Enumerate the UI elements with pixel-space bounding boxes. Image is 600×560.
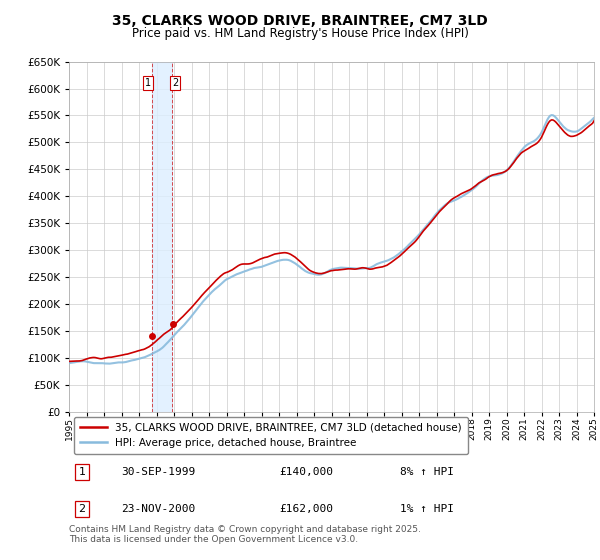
Text: 1% ↑ HPI: 1% ↑ HPI (400, 504, 454, 514)
Text: 30-SEP-1999: 30-SEP-1999 (121, 467, 196, 477)
Text: 2: 2 (79, 504, 86, 514)
Bar (152, 62, 172, 412)
Text: 23-NOV-2000: 23-NOV-2000 (121, 504, 196, 514)
Text: 2: 2 (172, 78, 179, 88)
Text: Price paid vs. HM Land Registry's House Price Index (HPI): Price paid vs. HM Land Registry's House … (131, 27, 469, 40)
Text: £140,000: £140,000 (279, 467, 333, 477)
Text: £162,000: £162,000 (279, 504, 333, 514)
Text: 8% ↑ HPI: 8% ↑ HPI (400, 467, 454, 477)
Text: 1: 1 (79, 467, 86, 477)
Text: Contains HM Land Registry data © Crown copyright and database right 2025.
This d: Contains HM Land Registry data © Crown c… (69, 525, 421, 544)
Text: 35, CLARKS WOOD DRIVE, BRAINTREE, CM7 3LD: 35, CLARKS WOOD DRIVE, BRAINTREE, CM7 3L… (112, 14, 488, 28)
Text: 1: 1 (145, 78, 151, 88)
Legend: 35, CLARKS WOOD DRIVE, BRAINTREE, CM7 3LD (detached house), HPI: Average price, : 35, CLARKS WOOD DRIVE, BRAINTREE, CM7 3L… (74, 417, 468, 454)
